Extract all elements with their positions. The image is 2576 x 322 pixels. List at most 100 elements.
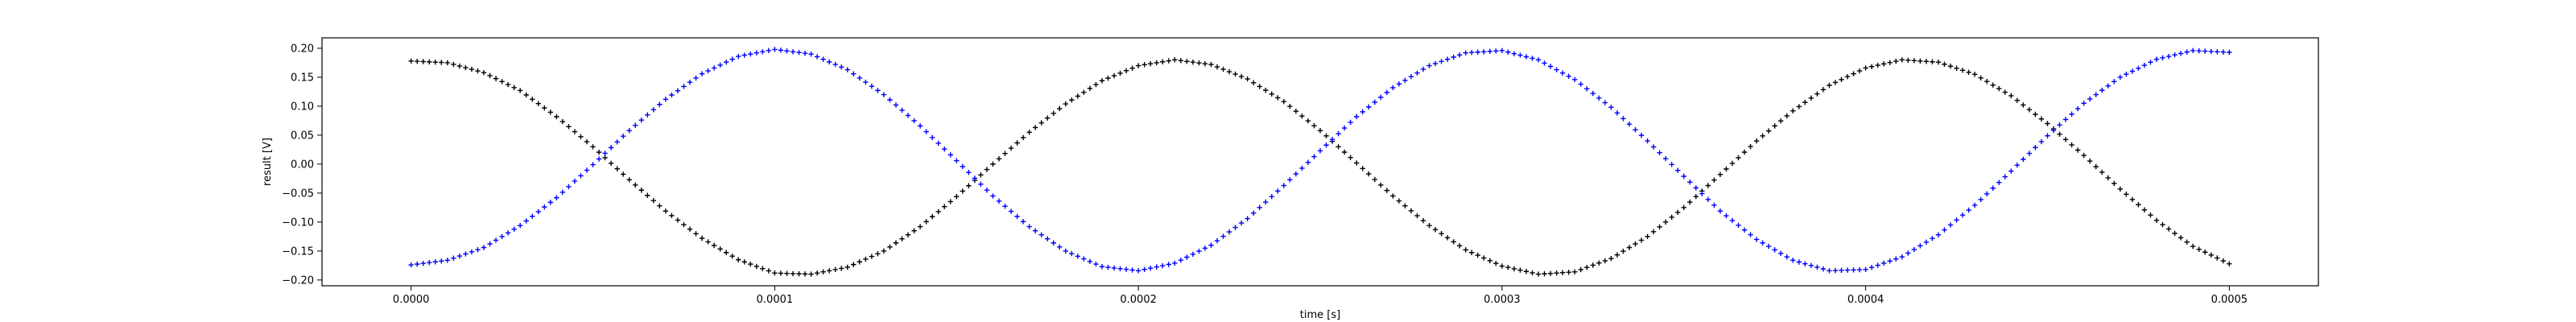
data-point	[1638, 132, 1645, 138]
data-point	[820, 56, 826, 62]
data-point	[1530, 270, 1535, 276]
data-point	[1190, 251, 1196, 257]
data-point	[1093, 261, 1099, 267]
data-point	[1220, 233, 1226, 239]
data-point	[1432, 60, 1439, 67]
series-layer	[408, 47, 2232, 277]
data-point	[663, 208, 669, 214]
data-point	[638, 188, 644, 193]
data-point	[2021, 102, 2026, 108]
data-point	[1681, 173, 1686, 180]
data-point	[505, 230, 511, 236]
data-point	[427, 59, 432, 65]
data-point	[947, 199, 953, 204]
data-point	[996, 198, 1002, 204]
data-point	[984, 187, 990, 193]
data-point	[1378, 94, 1384, 101]
data-point	[1196, 248, 1202, 254]
data-point	[614, 139, 620, 145]
data-point	[530, 97, 535, 102]
data-point	[1517, 52, 1523, 58]
data-point	[736, 257, 741, 262]
data-point	[1832, 80, 1839, 85]
data-point	[451, 255, 456, 261]
data-point	[1765, 128, 1772, 134]
data-point	[481, 69, 487, 76]
data-point	[1426, 63, 1432, 68]
data-point	[1281, 98, 1287, 105]
data-point	[1020, 219, 1026, 225]
data-point	[857, 75, 863, 81]
data-point	[1275, 188, 1281, 194]
data-point	[2112, 180, 2117, 187]
data-point	[626, 127, 632, 134]
data-point	[620, 171, 626, 177]
data-point	[869, 84, 875, 89]
data-point	[1608, 105, 1614, 110]
data-point	[814, 54, 820, 60]
data-point	[2227, 261, 2232, 266]
data-point	[650, 107, 657, 113]
data-point	[741, 52, 747, 58]
data-point	[1741, 149, 1748, 155]
data-point	[499, 233, 505, 240]
x-tick-label: 0.0004	[1847, 294, 1885, 306]
data-point	[1802, 99, 1808, 105]
data-point	[790, 270, 796, 277]
data-point	[1105, 264, 1111, 270]
data-point	[1069, 97, 1075, 103]
data-point	[1299, 165, 1305, 171]
data-point	[681, 221, 687, 228]
data-point	[1930, 59, 1935, 64]
data-point	[1154, 60, 1159, 66]
data-point	[1971, 72, 1978, 77]
data-point	[1384, 89, 1390, 96]
data-point	[1790, 108, 1796, 114]
data-point	[1002, 151, 1008, 156]
data-point	[1487, 258, 1493, 264]
data-point	[2153, 56, 2160, 62]
data-point	[1578, 81, 1583, 87]
data-point	[1844, 74, 1851, 80]
data-point	[578, 134, 584, 140]
data-point	[559, 189, 566, 195]
data-point	[1414, 70, 1420, 76]
data-point	[1287, 177, 1293, 183]
data-point	[493, 76, 499, 81]
data-point	[2069, 111, 2074, 117]
data-point	[1645, 233, 1650, 240]
series-0	[408, 57, 2232, 277]
data-point	[1238, 220, 1245, 226]
data-point	[1971, 202, 1978, 208]
data-point	[972, 175, 978, 181]
data-point	[1820, 266, 1827, 272]
data-point	[1384, 188, 1390, 193]
data-point	[2172, 52, 2178, 58]
data-point	[881, 92, 887, 97]
data-point	[1002, 203, 1008, 209]
data-point	[2062, 117, 2069, 122]
data-point	[675, 88, 681, 93]
data-point	[638, 117, 644, 123]
data-point	[2141, 207, 2148, 213]
data-point	[1135, 268, 1141, 274]
data-point	[954, 193, 960, 200]
data-point	[1856, 266, 1863, 273]
data-point	[1736, 222, 1741, 228]
data-point	[1069, 250, 1075, 257]
data-point	[1911, 246, 1918, 253]
data-point	[1269, 193, 1274, 200]
data-point	[1572, 76, 1578, 83]
data-point	[1602, 100, 1608, 105]
data-point	[1687, 199, 1693, 205]
data-point	[1305, 159, 1311, 165]
data-point	[2117, 186, 2124, 192]
data-point	[1935, 60, 1942, 65]
data-point	[1232, 225, 1238, 230]
data-point	[578, 173, 584, 179]
data-point	[1839, 267, 1844, 274]
data-point	[2099, 87, 2105, 93]
data-point	[1263, 199, 1269, 205]
data-point	[1245, 216, 1250, 221]
data-point	[1899, 57, 1905, 63]
